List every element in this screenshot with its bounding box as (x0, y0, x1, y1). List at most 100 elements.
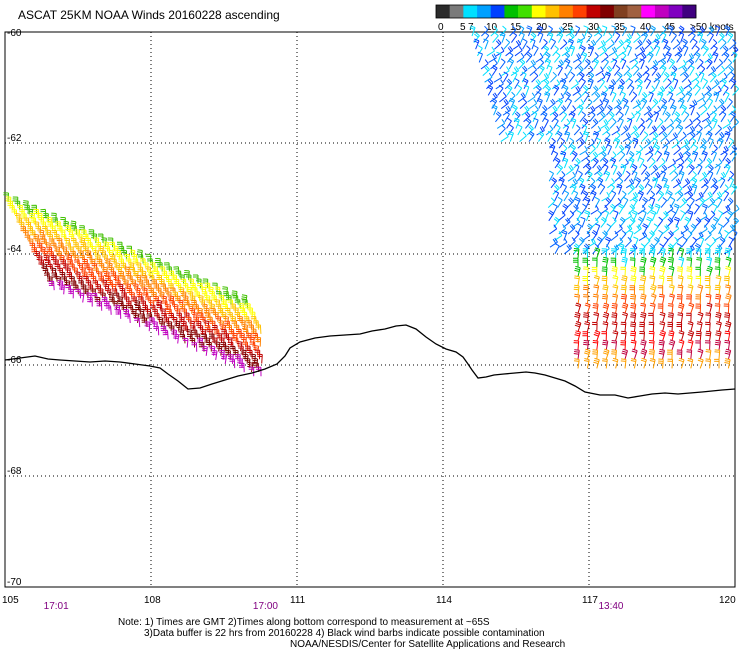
wind-barb (213, 312, 219, 322)
wind-barb (664, 111, 671, 123)
wind-barb (658, 339, 665, 351)
wind-barb (110, 271, 117, 281)
legend-border (435, 4, 697, 19)
wind-barb (705, 91, 713, 103)
wind-barb (473, 38, 480, 50)
wind-barb (659, 265, 666, 277)
wind-barb (616, 39, 624, 50)
wind-barb (729, 111, 737, 123)
wind-barb (554, 124, 561, 136)
wind-barb (592, 157, 599, 169)
wind-barb (580, 216, 586, 228)
legend-swatch (668, 5, 683, 18)
wind-barb (602, 58, 609, 70)
legend-tick-label: 10 (486, 22, 498, 33)
wind-barb (622, 132, 632, 143)
wind-barb (696, 321, 703, 332)
wind-barb (507, 58, 515, 70)
wind-barb (673, 78, 679, 89)
wind-barb (620, 125, 629, 136)
wind-barb (582, 130, 589, 142)
wind-barb (587, 238, 596, 248)
wind-barb (559, 237, 568, 248)
wind-barb (649, 275, 656, 286)
wind-barb (596, 137, 602, 149)
wind-barb (91, 233, 98, 244)
wind-barb (172, 303, 179, 314)
wind-barb (732, 51, 738, 63)
wind-barb (594, 99, 604, 110)
wind-barb (531, 71, 539, 83)
wind-barb (628, 157, 635, 169)
wind-barb (538, 64, 545, 76)
wind-barb (676, 266, 683, 277)
wind-barb (240, 349, 247, 360)
wind-barb (582, 331, 588, 341)
wind-barb (721, 150, 728, 162)
wind-barb (601, 293, 608, 305)
wind-barb (681, 236, 688, 248)
wind-barb (614, 171, 623, 182)
wind-barb (724, 163, 731, 175)
wind-barb (549, 237, 558, 248)
wind-barb (153, 295, 159, 306)
wind-barb (607, 111, 615, 123)
wind-barb (624, 144, 631, 156)
wind-barb (612, 163, 618, 175)
wind-barb (33, 209, 40, 219)
wind-barb (662, 236, 669, 248)
wind-barb (100, 249, 106, 260)
wind-barb (628, 84, 635, 96)
wind-barb (574, 275, 580, 286)
wind-barb (724, 330, 731, 341)
wind-barb (644, 177, 650, 189)
wind-barb (608, 84, 615, 96)
wind-barb (95, 241, 102, 252)
wind-barb (542, 78, 550, 90)
wind-barb (639, 331, 645, 341)
wind-barb (724, 339, 731, 351)
wind-barb (476, 45, 483, 57)
wind-barb (639, 58, 645, 70)
wind-barb (731, 204, 740, 215)
wind-barb (689, 64, 695, 76)
wind-barb (179, 333, 186, 344)
wind-barb (591, 85, 599, 96)
wind-barb (648, 349, 655, 360)
wind-barb (657, 53, 666, 63)
wind-barb (611, 303, 618, 314)
wind-barb (682, 178, 691, 189)
wind-barb (500, 132, 509, 143)
wind-barb (584, 210, 591, 221)
wind-barb (187, 303, 194, 314)
wind-barb (257, 353, 263, 364)
wind-barb (585, 98, 593, 109)
wind-barb (494, 39, 502, 50)
wind-barb (698, 236, 705, 248)
wind-barb (56, 225, 63, 236)
wind-barb (704, 230, 712, 241)
wind-barb (107, 279, 114, 290)
wind-barb (722, 217, 730, 228)
wind-barb (604, 236, 612, 248)
wind-barb (636, 78, 643, 90)
wind-barb (204, 282, 211, 293)
wind-barb (684, 216, 691, 228)
wind-barb (664, 78, 672, 90)
wind-barb (717, 137, 724, 149)
legend-swatch (559, 5, 574, 18)
wind-barb (73, 259, 81, 269)
wind-barb (626, 45, 632, 57)
wind-barb (114, 279, 121, 290)
wind-barb (496, 51, 502, 63)
wind-barb (639, 248, 645, 259)
wind-barb (131, 296, 137, 307)
wind-barb (182, 325, 189, 335)
wind-barb (573, 284, 580, 295)
wind-barb (74, 229, 81, 240)
wind-barb (109, 296, 115, 307)
wind-barb (694, 217, 702, 228)
wind-barb (495, 79, 504, 90)
wind-barb (552, 150, 559, 162)
wind-barb (681, 104, 688, 116)
